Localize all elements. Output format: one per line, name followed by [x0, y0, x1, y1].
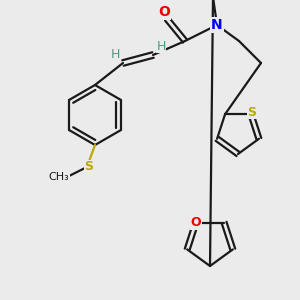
Text: O: O: [158, 5, 170, 19]
Text: O: O: [190, 216, 201, 229]
Text: CH₃: CH₃: [49, 172, 69, 182]
Text: H: H: [110, 47, 120, 61]
Text: N: N: [211, 18, 223, 32]
Text: H: H: [156, 40, 166, 52]
Text: S: S: [85, 160, 94, 173]
Text: S: S: [248, 106, 256, 119]
